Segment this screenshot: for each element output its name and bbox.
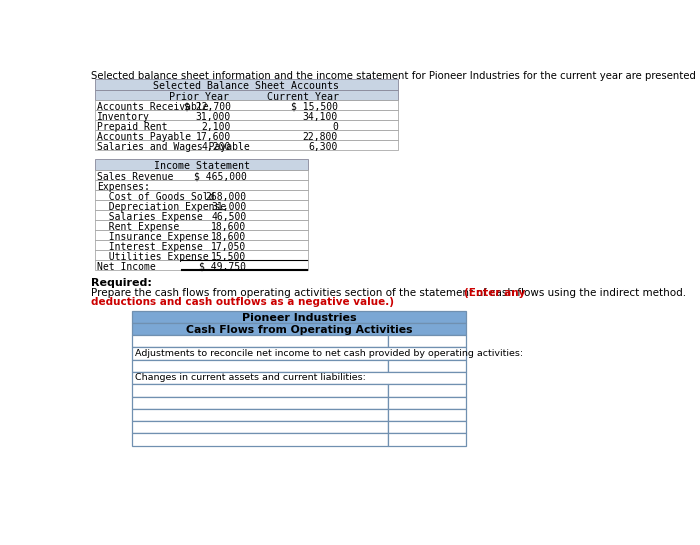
Text: Net Income: Net Income: [97, 262, 155, 272]
Bar: [95, 90, 398, 100]
Text: Current Year: Current Year: [267, 92, 339, 101]
Text: 22,800: 22,800: [302, 132, 338, 142]
Text: 17,600: 17,600: [195, 132, 231, 142]
Text: Depreciation Expense: Depreciation Expense: [97, 202, 226, 211]
Text: Cash Flows from Operating Activities: Cash Flows from Operating Activities: [186, 325, 412, 335]
Text: deductions and cash outflows as a negative value.): deductions and cash outflows as a negati…: [92, 297, 394, 307]
Text: 46,500: 46,500: [211, 211, 246, 222]
Bar: [95, 140, 398, 150]
Text: Inventory: Inventory: [97, 112, 150, 122]
Text: Selected Balance Sheet Accounts: Selected Balance Sheet Accounts: [153, 81, 340, 91]
Bar: [132, 360, 389, 372]
Bar: [132, 397, 389, 409]
Text: Prepaid Rent: Prepaid Rent: [97, 122, 167, 131]
Bar: [132, 384, 389, 397]
Bar: [95, 79, 398, 90]
Bar: [95, 159, 309, 170]
Text: 18,600: 18,600: [211, 232, 246, 242]
Text: $ 15,500: $ 15,500: [290, 101, 338, 112]
Text: Prepare the cash flows from operating activities section of the statement of cas: Prepare the cash flows from operating ac…: [92, 288, 690, 298]
Text: Salaries and Wages Payable: Salaries and Wages Payable: [97, 142, 250, 152]
Text: Prior Year: Prior Year: [169, 92, 230, 101]
Bar: [132, 421, 389, 433]
Bar: [389, 433, 466, 446]
Text: 4,200: 4,200: [202, 142, 231, 152]
Bar: [389, 335, 466, 347]
Bar: [95, 210, 309, 220]
Text: (Enter any: (Enter any: [464, 288, 525, 298]
Bar: [95, 250, 309, 260]
Text: 18,600: 18,600: [211, 222, 246, 232]
Bar: [389, 409, 466, 421]
Bar: [132, 347, 466, 360]
Text: Expenses:: Expenses:: [97, 181, 150, 192]
Bar: [95, 190, 309, 200]
Text: Rent Expense: Rent Expense: [97, 222, 179, 232]
Bar: [95, 120, 398, 130]
Text: Income Statement: Income Statement: [154, 161, 250, 171]
Bar: [95, 130, 398, 140]
Text: $ 49,750: $ 49,750: [199, 262, 246, 272]
Bar: [132, 311, 466, 323]
Bar: [389, 397, 466, 409]
Text: 0: 0: [332, 122, 338, 131]
Text: Adjustments to reconcile net income to net cash provided by operating activities: Adjustments to reconcile net income to n…: [135, 349, 523, 358]
Bar: [95, 110, 398, 120]
Text: Cost of Goods Sold: Cost of Goods Sold: [97, 192, 214, 202]
Text: 17,050: 17,050: [211, 242, 246, 252]
Bar: [389, 360, 466, 372]
Text: Utilities Expense: Utilities Expense: [97, 252, 209, 262]
Text: 15,500: 15,500: [211, 252, 246, 262]
Text: Accounts Payable: Accounts Payable: [97, 132, 191, 142]
Text: 31,000: 31,000: [195, 112, 231, 122]
Text: 34,100: 34,100: [302, 112, 338, 122]
Text: Accounts Receivable: Accounts Receivable: [97, 101, 209, 112]
Bar: [95, 240, 309, 250]
Text: Changes in current assets and current liabilities:: Changes in current assets and current li…: [135, 373, 365, 383]
Bar: [389, 384, 466, 397]
Bar: [95, 180, 309, 190]
Text: 2,100: 2,100: [202, 122, 231, 131]
Text: Pioneer Industries: Pioneer Industries: [241, 313, 356, 323]
Bar: [95, 230, 309, 240]
Bar: [132, 372, 466, 384]
Text: Insurance Expense: Insurance Expense: [97, 232, 209, 242]
Text: $ 22,700: $ 22,700: [184, 101, 231, 112]
Text: 6,300: 6,300: [309, 142, 338, 152]
Text: Salaries Expense: Salaries Expense: [97, 211, 202, 222]
Text: Sales Revenue: Sales Revenue: [97, 172, 173, 181]
Bar: [95, 100, 398, 110]
Bar: [95, 260, 309, 270]
Bar: [95, 200, 309, 210]
Bar: [132, 409, 389, 421]
Text: $ 465,000: $ 465,000: [193, 172, 246, 181]
Text: 268,000: 268,000: [205, 192, 246, 202]
Bar: [132, 323, 466, 335]
Bar: [95, 220, 309, 230]
Text: Selected balance sheet information and the income statement for Pioneer Industri: Selected balance sheet information and t…: [92, 71, 700, 81]
Text: 31,000: 31,000: [211, 202, 246, 211]
Bar: [132, 335, 389, 347]
Bar: [389, 421, 466, 433]
Bar: [95, 170, 309, 180]
Text: Interest Expense: Interest Expense: [97, 242, 202, 252]
Bar: [132, 433, 389, 446]
Text: Required:: Required:: [92, 278, 153, 288]
